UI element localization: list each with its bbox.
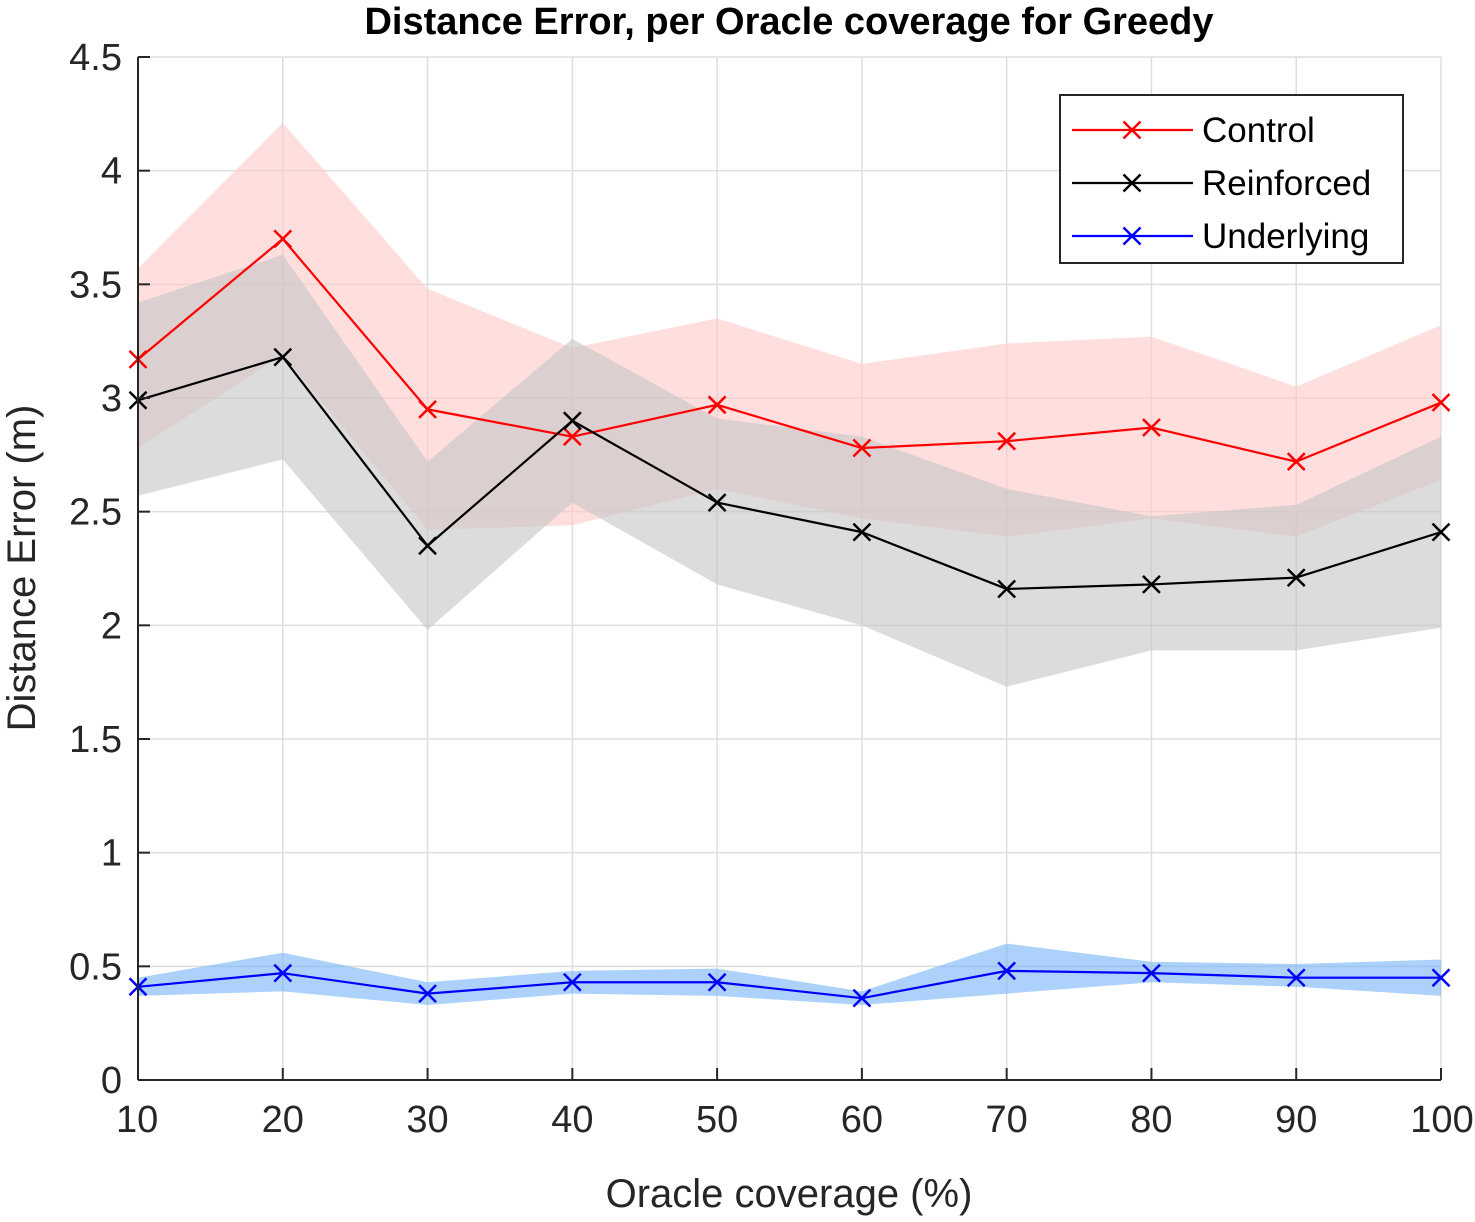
control-point-30 bbox=[418, 399, 437, 419]
x-tick-label-20: 20 bbox=[262, 1099, 304, 1141]
y-axis-label: Distance Error (m) bbox=[0, 405, 44, 732]
control-point-70 bbox=[997, 431, 1017, 451]
y-tick-label-4.5: 4.5 bbox=[69, 37, 122, 79]
reinforced-point-30 bbox=[418, 536, 437, 556]
x-tick-label-40: 40 bbox=[551, 1099, 593, 1141]
series-lines bbox=[137, 237, 1442, 1000]
axes bbox=[137, 56, 1442, 1081]
reinforced-point-60 bbox=[852, 522, 872, 542]
control-point-80 bbox=[1142, 418, 1161, 437]
underlying-band bbox=[138, 943, 1441, 1005]
control-point-50 bbox=[707, 395, 727, 415]
reinforced-band bbox=[138, 254, 1441, 687]
underlying-point-70 bbox=[997, 961, 1017, 981]
legend-control-marker bbox=[1122, 120, 1142, 140]
underlying-point-90 bbox=[1286, 968, 1306, 988]
underlying-point-100 bbox=[1431, 968, 1451, 988]
tick-labels: 10 20 30 40 50 60 70 80 90 100 0 0.5 1 1.5 2 2.5 3 3.5 4 4.… bbox=[69, 37, 1474, 1141]
x-tick-label-90: 90 bbox=[1275, 1099, 1317, 1141]
underlying-point-20 bbox=[273, 963, 293, 983]
reinforced-point-50 bbox=[707, 493, 727, 512]
reinforced-point-40 bbox=[562, 411, 582, 431]
underlying-point-60 bbox=[852, 988, 872, 1008]
x-tick-label-10: 10 bbox=[116, 1099, 158, 1141]
reinforced-point-90 bbox=[1286, 568, 1306, 587]
y-tick-label-3: 3 bbox=[101, 378, 122, 420]
x-tick-label-50: 50 bbox=[696, 1099, 738, 1141]
x-tick-label-60: 60 bbox=[841, 1099, 883, 1141]
control-point-40 bbox=[562, 427, 582, 447]
confidence-bands bbox=[138, 122, 1441, 1005]
reinforced-line bbox=[137, 355, 1442, 591]
x-tick-label-80: 80 bbox=[1130, 1099, 1172, 1141]
y-tick-label-1.5: 1.5 bbox=[69, 719, 122, 761]
control-point-20 bbox=[273, 229, 293, 249]
x-axis-label: Oracle coverage (%) bbox=[606, 1172, 973, 1216]
y-tick-label-2: 2 bbox=[101, 605, 122, 647]
control-point-60 bbox=[852, 438, 872, 458]
x-tick-label-70: 70 bbox=[986, 1099, 1028, 1141]
underlying-line bbox=[137, 969, 1441, 1000]
y-tick-label-1: 1 bbox=[101, 833, 122, 875]
underlying-point-80 bbox=[1142, 963, 1161, 983]
control-point-100 bbox=[1431, 393, 1451, 412]
reinforced-point-80 bbox=[1142, 575, 1161, 594]
y-tick-label-3.5: 3.5 bbox=[69, 264, 122, 306]
control-line bbox=[137, 237, 1442, 463]
reinforced-point-70 bbox=[997, 579, 1017, 599]
legend: Control Reinforced Underlying bbox=[1059, 94, 1404, 264]
x-tick-label-30: 30 bbox=[406, 1099, 448, 1141]
underlying-point-50 bbox=[707, 972, 727, 992]
underlying-point-30 bbox=[418, 984, 437, 1003]
y-tick-label-2.5: 2.5 bbox=[69, 492, 122, 534]
underlying-point-40 bbox=[562, 972, 582, 992]
legend-control-label: Control bbox=[1202, 111, 1315, 150]
reinforced-point-100 bbox=[1431, 522, 1451, 542]
legend-reinforced-label: Reinforced bbox=[1202, 164, 1371, 203]
reinforced-point-20 bbox=[273, 347, 293, 367]
control-point-90 bbox=[1286, 452, 1306, 472]
chart-title: Distance Error, per Oracle coverage for … bbox=[364, 1, 1213, 43]
legend-underlying-marker bbox=[1122, 226, 1142, 246]
y-tick-label-0.5: 0.5 bbox=[69, 946, 122, 988]
legend-underlying-label: Underlying bbox=[1202, 217, 1369, 256]
legend-reinforced-marker bbox=[1122, 173, 1142, 193]
x-tick-label-100: 100 bbox=[1410, 1099, 1473, 1141]
y-tick-label-0: 0 bbox=[101, 1060, 122, 1102]
y-tick-label-4: 4 bbox=[101, 151, 122, 193]
